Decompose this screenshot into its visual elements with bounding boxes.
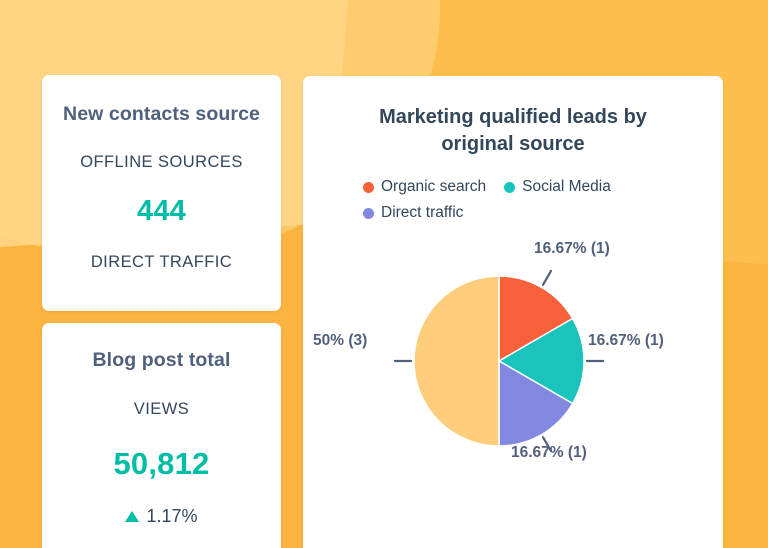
legend-label: Direct traffic	[381, 204, 464, 222]
legend-color-swatch-icon	[363, 181, 374, 193]
legend-item[interactable]: Organic search	[363, 178, 486, 196]
pie-chart: 16.67% (1) 16.67% (1) 16.67% (1) 50% (3)	[303, 228, 723, 496]
blog-post-total-value: 50,812	[113, 446, 210, 481]
legend-item[interactable]: Social Media	[504, 178, 611, 196]
new-contacts-source-segment-label: DIRECT TRAFFIC	[90, 253, 233, 271]
pie-data-label: 16.67% (1)	[511, 444, 587, 462]
pie-leader-line	[541, 270, 553, 287]
trend-up-icon	[125, 511, 140, 522]
pie-chart-svg[interactable]	[303, 228, 723, 496]
blog-post-total-delta-value: 1.17%	[146, 506, 198, 526]
legend-color-swatch-icon	[363, 207, 374, 219]
chart-legend: Organic search Social Media Direct traffic	[303, 178, 643, 222]
pie-slice[interactable]	[498, 275, 574, 363]
legend-label: Organic search	[381, 178, 487, 196]
new-contacts-source-metric-label: OFFLINE SOURCES	[80, 153, 243, 171]
chart-title: Marketing qualified leads by original so…	[303, 104, 723, 157]
legend-label: Social Media	[522, 178, 611, 196]
card-new-contacts-source[interactable]: New contacts source OFFLINE SOURCES 444 …	[42, 75, 281, 311]
chart-title-line-1: Marketing qualified leads by	[379, 106, 647, 128]
pie-leader-line	[541, 436, 553, 453]
pie-slice[interactable]	[497, 317, 585, 405]
pie-data-label: 50% (3)	[313, 332, 368, 350]
legend-item[interactable]: Direct traffic	[363, 204, 463, 222]
new-contacts-source-value: 444	[137, 195, 186, 227]
blog-post-total-delta: 1.17%	[42, 506, 281, 527]
chart-title-line-2: original source	[441, 132, 585, 155]
blog-post-total-metric-label: VIEWS	[133, 400, 190, 418]
pie-data-label: 16.67% (1)	[534, 240, 610, 258]
legend-color-swatch-icon	[504, 181, 516, 193]
new-contacts-source-title: New contacts source	[63, 103, 260, 125]
pie-data-label: 16.67% (1)	[588, 332, 664, 350]
pie-slice[interactable]	[498, 359, 574, 447]
blog-post-total-title: Blog post total	[92, 349, 231, 371]
card-blog-post-total[interactable]: Blog post total VIEWS 50,812 1.17%	[42, 323, 281, 548]
pie-slice[interactable]	[413, 275, 500, 447]
card-marketing-qualified-leads[interactable]: Marketing qualified leads by original so…	[303, 76, 723, 548]
